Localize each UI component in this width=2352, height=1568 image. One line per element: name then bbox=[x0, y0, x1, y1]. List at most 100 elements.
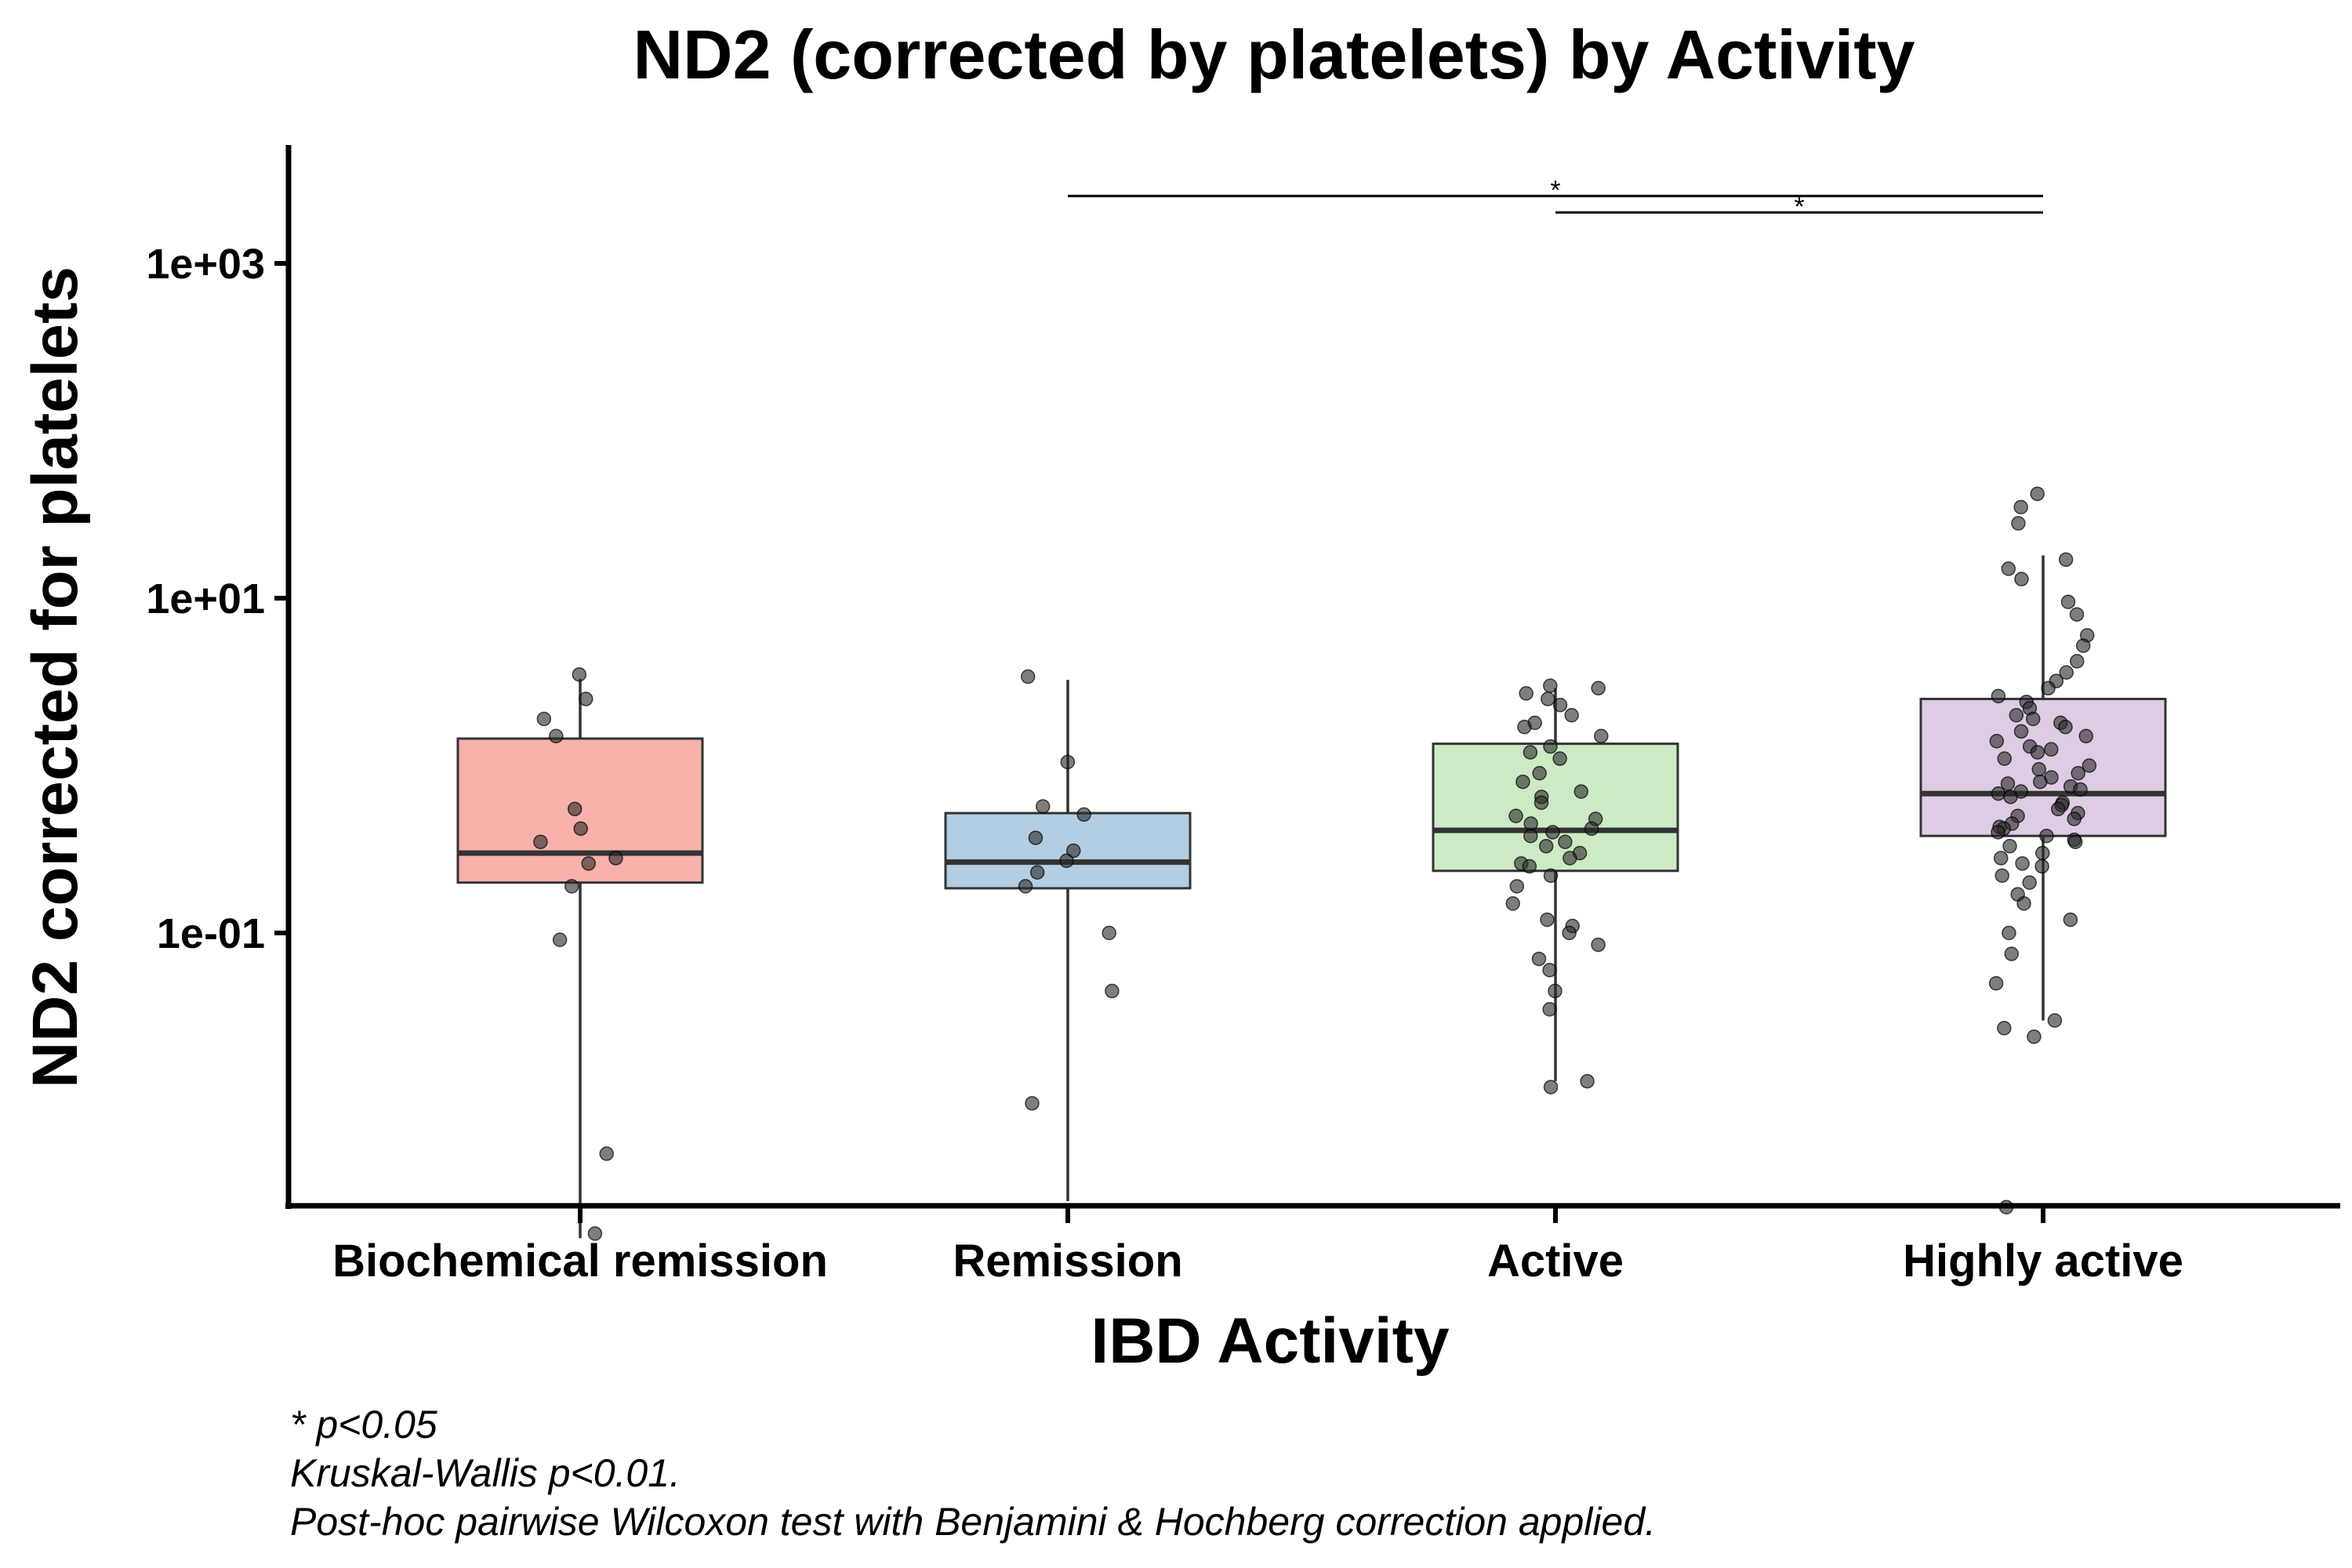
data-point bbox=[573, 821, 589, 837]
data-point bbox=[1065, 843, 1081, 858]
x-tick-label: Highly active bbox=[1903, 1236, 2183, 1287]
data-point bbox=[2002, 839, 2017, 854]
data-point bbox=[1594, 728, 1609, 744]
data-point bbox=[2034, 858, 2049, 874]
data-point bbox=[2035, 845, 2050, 861]
data-point bbox=[2059, 665, 2074, 680]
data-point bbox=[1988, 976, 2004, 991]
data-point bbox=[1018, 879, 1033, 894]
data-point bbox=[1028, 830, 1044, 845]
data-point bbox=[1060, 754, 1076, 770]
data-point bbox=[2001, 561, 2016, 576]
data-point bbox=[1029, 865, 1045, 880]
data-point bbox=[2041, 681, 2056, 696]
data-point bbox=[1102, 925, 1116, 941]
chart-title: ND2 (corrected by platelets) by Activity bbox=[633, 16, 1915, 93]
data-point bbox=[567, 801, 583, 817]
data-point bbox=[1991, 786, 2006, 801]
data-point bbox=[2030, 745, 2045, 760]
data-point bbox=[2004, 946, 2019, 961]
data-point bbox=[2044, 742, 2059, 757]
data-point bbox=[2047, 1013, 2063, 1028]
data-point bbox=[1564, 707, 1579, 723]
data-point bbox=[1997, 1021, 2012, 1036]
data-point bbox=[1523, 828, 1538, 844]
y-axis-title: ND2 corrected for platelets bbox=[20, 267, 91, 1088]
data-point bbox=[1505, 896, 1520, 911]
data-point bbox=[2039, 828, 2054, 844]
data-point bbox=[2025, 711, 2041, 727]
data-point bbox=[549, 728, 564, 744]
box-body bbox=[1432, 742, 1679, 873]
x-tick-label: Biochemical remission bbox=[332, 1236, 828, 1287]
data-point bbox=[1580, 1073, 1595, 1089]
data-point bbox=[2058, 720, 2073, 735]
data-point bbox=[1523, 745, 1538, 760]
data-point bbox=[1542, 963, 1557, 978]
data-point bbox=[1509, 879, 1525, 894]
data-point bbox=[1517, 720, 1532, 735]
data-point bbox=[1076, 807, 1091, 822]
data-point bbox=[2002, 925, 2016, 941]
data-point bbox=[1558, 834, 1573, 850]
plot-area bbox=[456, 486, 2167, 1241]
data-point bbox=[1035, 799, 1051, 814]
footnote-significance: * p<0.05 bbox=[290, 1403, 437, 1446]
significance-label: * bbox=[1794, 192, 1804, 222]
data-point bbox=[2011, 516, 2026, 531]
data-point bbox=[2071, 766, 2085, 781]
data-point bbox=[572, 667, 587, 682]
data-point bbox=[1584, 821, 1599, 837]
data-point bbox=[1543, 868, 1559, 884]
data-point bbox=[2016, 896, 2031, 911]
data-point bbox=[2031, 762, 2047, 777]
data-point bbox=[2067, 834, 2083, 850]
x-axis-title: IBD Activity bbox=[1091, 1305, 1450, 1377]
data-point bbox=[2078, 728, 2094, 744]
data-point bbox=[2069, 654, 2085, 669]
data-point bbox=[1105, 983, 1120, 999]
data-point bbox=[536, 711, 552, 727]
data-point bbox=[1552, 751, 1567, 766]
data-point bbox=[599, 1146, 615, 1161]
x-axis-ticks: Biochemical remission Remission Active High… bbox=[332, 1207, 2183, 1287]
data-point bbox=[587, 1226, 603, 1241]
data-point bbox=[1543, 1080, 1559, 1094]
data-point bbox=[2073, 782, 2088, 797]
data-point bbox=[2022, 875, 2037, 890]
data-point bbox=[1538, 839, 1554, 854]
data-point bbox=[1543, 678, 1558, 693]
x-tick-label: Active bbox=[1487, 1236, 1624, 1287]
y-tick-label: 1e+03 bbox=[146, 241, 265, 288]
y-axis-ticks: 1e-01 1e+01 1e+03 bbox=[146, 241, 289, 957]
data-point bbox=[608, 851, 623, 866]
data-point bbox=[1534, 795, 1549, 811]
data-point bbox=[1515, 774, 1530, 789]
data-point bbox=[1531, 951, 1547, 967]
data-point bbox=[1522, 858, 1537, 874]
x-tick-label: Remission bbox=[953, 1236, 1182, 1287]
data-point bbox=[2003, 789, 2018, 804]
significance-label: * bbox=[1550, 176, 1560, 205]
data-point bbox=[2015, 856, 2030, 871]
data-point bbox=[2069, 607, 2085, 622]
data-point bbox=[2014, 572, 2029, 586]
data-point bbox=[2058, 552, 2074, 568]
data-point bbox=[1552, 698, 1568, 713]
data-point bbox=[1020, 669, 1036, 684]
data-point bbox=[581, 856, 596, 871]
data-point bbox=[1591, 681, 1606, 696]
data-point bbox=[1591, 937, 1606, 953]
data-point bbox=[1059, 853, 1074, 869]
data-point bbox=[2013, 724, 2029, 739]
footnote-posthoc: Post-hoc pairwise Wilcoxon test with Ben… bbox=[290, 1500, 1657, 1544]
data-point bbox=[1989, 734, 2005, 749]
data-point bbox=[564, 879, 579, 894]
data-point bbox=[579, 691, 593, 706]
y-tick-label: 1e+01 bbox=[146, 575, 265, 622]
footnote-kruskal-wallis: Kruskal-Wallis p<0.01. bbox=[290, 1451, 681, 1495]
y-tick-label: 1e-01 bbox=[157, 910, 265, 957]
data-point bbox=[533, 834, 548, 850]
data-point bbox=[1993, 851, 2009, 866]
